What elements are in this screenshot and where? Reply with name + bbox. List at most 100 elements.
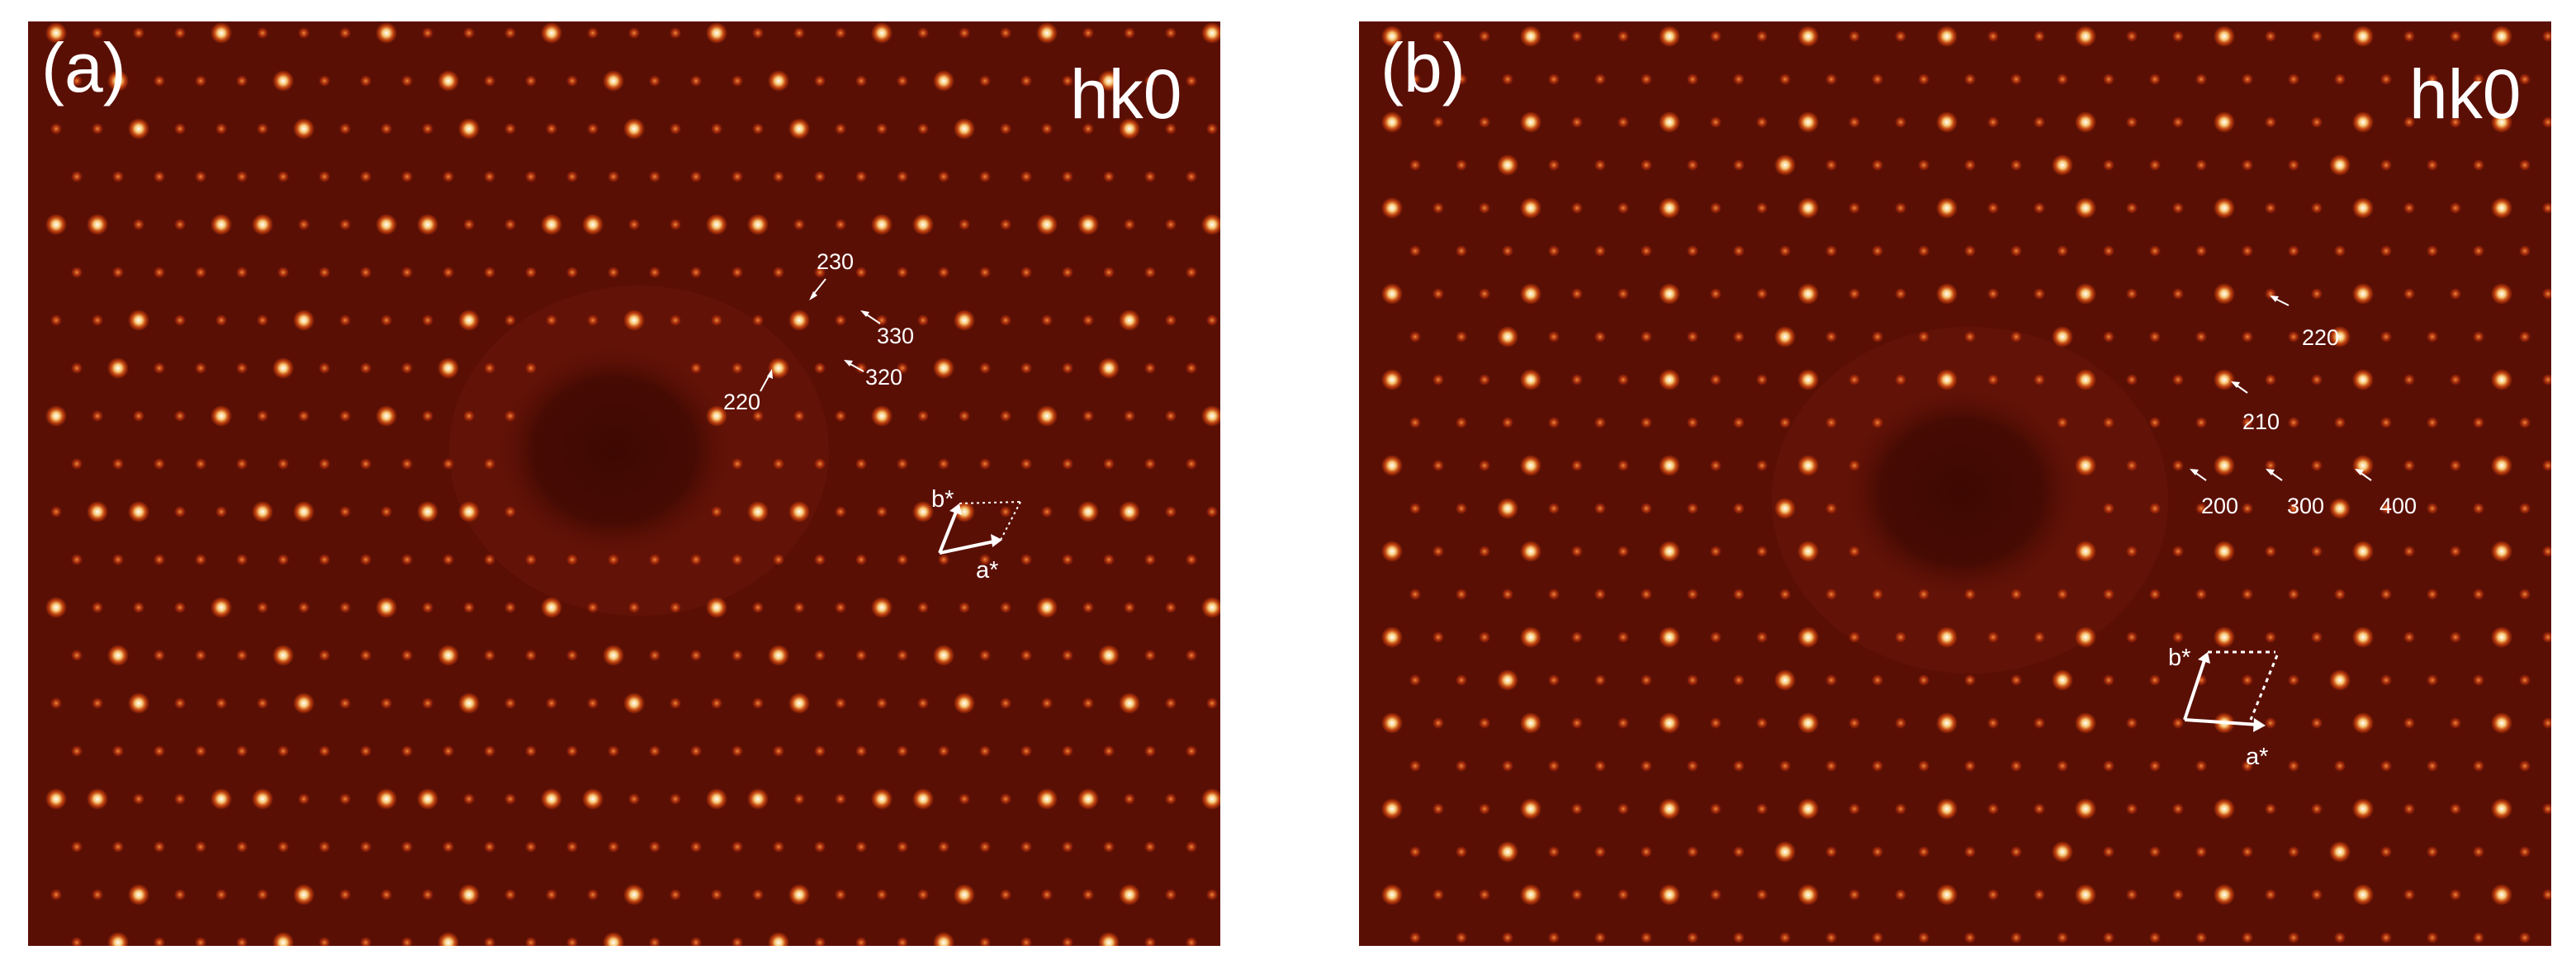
spot xyxy=(979,362,991,374)
spot xyxy=(1918,245,1930,257)
spot xyxy=(1641,503,1652,514)
spot xyxy=(195,75,206,87)
spot xyxy=(319,554,330,565)
bright-spot xyxy=(107,70,129,92)
spot xyxy=(649,267,661,278)
spot xyxy=(938,554,949,565)
spot xyxy=(2195,932,2207,943)
spot xyxy=(2265,288,2276,300)
spot xyxy=(504,506,516,518)
spot xyxy=(2172,31,2184,42)
bright-spot xyxy=(603,932,624,946)
spot xyxy=(835,506,846,518)
spot xyxy=(897,362,908,374)
spot xyxy=(2242,846,2253,858)
spot xyxy=(195,745,206,757)
spot xyxy=(2103,674,2114,686)
spot xyxy=(1733,932,1745,943)
spot xyxy=(2288,932,2299,943)
spot xyxy=(1432,717,1444,729)
bright-spot xyxy=(1036,788,1058,810)
spot xyxy=(1062,841,1073,853)
bright-spot xyxy=(1520,197,1541,219)
bright-spot xyxy=(1381,197,1403,219)
spot xyxy=(174,602,186,613)
spot xyxy=(236,171,248,182)
spot xyxy=(401,267,413,278)
spot xyxy=(1733,503,1745,514)
spot xyxy=(2450,288,2461,300)
spot xyxy=(463,219,475,230)
spot xyxy=(835,219,846,230)
spot xyxy=(2103,932,2114,943)
spot xyxy=(154,171,165,182)
spot xyxy=(1733,846,1745,858)
bright-spot xyxy=(2214,26,2235,47)
spot xyxy=(814,362,826,374)
spot xyxy=(195,554,206,565)
spot xyxy=(1617,631,1629,643)
spot xyxy=(1571,631,1583,643)
spot xyxy=(1144,554,1156,565)
spot xyxy=(422,697,433,709)
spot xyxy=(2057,245,2068,257)
spot xyxy=(1687,73,1698,85)
bright-spot xyxy=(1797,455,1819,476)
spot xyxy=(1186,937,1197,946)
spot xyxy=(2242,760,2253,772)
spot xyxy=(154,554,165,565)
spot xyxy=(401,362,413,374)
spot xyxy=(1918,159,1930,171)
bright-spot xyxy=(1497,498,1518,519)
spot xyxy=(443,458,454,470)
spot xyxy=(133,410,144,422)
spot xyxy=(2519,331,2531,343)
spot xyxy=(1502,588,1513,600)
spot xyxy=(587,27,599,39)
bright-spot xyxy=(2491,197,2512,219)
bright-spot xyxy=(293,501,315,522)
bright-spot xyxy=(1077,501,1099,522)
panel-label-b: (b) xyxy=(1380,29,1466,106)
spot xyxy=(1733,588,1745,600)
bright-spot xyxy=(747,501,769,522)
spot xyxy=(2195,245,2207,257)
spot xyxy=(1594,159,1606,171)
spot xyxy=(566,745,578,757)
spot xyxy=(1409,331,1421,343)
spot xyxy=(1779,73,1791,85)
spot xyxy=(1020,75,1032,87)
spot xyxy=(1617,889,1629,900)
spot xyxy=(319,841,330,853)
bright-spot xyxy=(272,932,294,946)
bright-spot xyxy=(1797,197,1819,219)
bright-spot xyxy=(954,501,975,522)
spot xyxy=(2473,331,2484,343)
bright-spot xyxy=(706,214,727,235)
bright-spot xyxy=(706,22,727,44)
spot xyxy=(2057,417,2068,428)
spot xyxy=(2149,417,2161,428)
spot xyxy=(1186,745,1197,757)
bright-spot xyxy=(706,597,727,618)
spot xyxy=(793,410,805,422)
bright-spot xyxy=(417,214,438,235)
bright-spot xyxy=(871,788,893,810)
spot xyxy=(2427,245,2438,257)
spot xyxy=(732,745,743,757)
spot xyxy=(381,506,392,518)
spot xyxy=(422,314,433,326)
spot xyxy=(2542,889,2551,900)
spot xyxy=(587,123,599,135)
spot xyxy=(2473,846,2484,858)
spot xyxy=(1849,374,1860,385)
bright-spot xyxy=(768,645,789,666)
bright-spot xyxy=(107,357,129,379)
spot xyxy=(2149,331,2161,343)
bright-spot xyxy=(376,405,397,427)
spot xyxy=(2334,245,2346,257)
spot xyxy=(732,841,743,853)
spot xyxy=(2450,31,2461,42)
spot xyxy=(1082,314,1094,326)
spot xyxy=(897,554,908,565)
